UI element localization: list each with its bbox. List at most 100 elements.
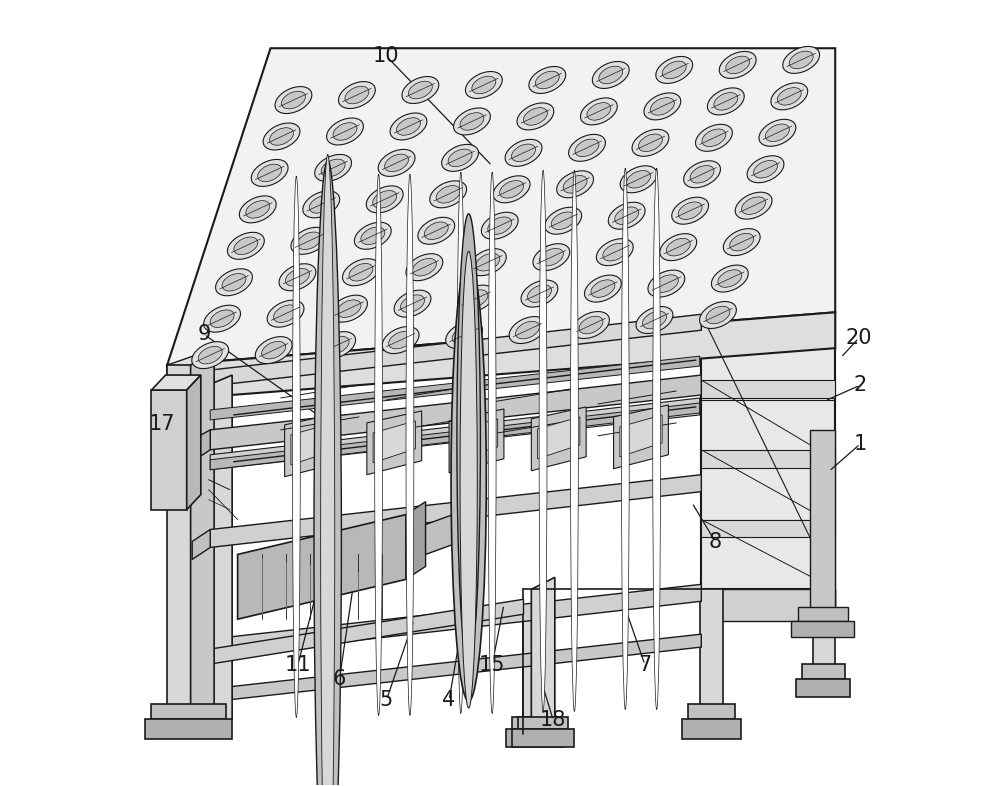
- Ellipse shape: [678, 202, 702, 219]
- Ellipse shape: [390, 113, 427, 140]
- Ellipse shape: [702, 129, 726, 146]
- Ellipse shape: [563, 175, 587, 193]
- Ellipse shape: [579, 316, 603, 334]
- Ellipse shape: [454, 108, 490, 135]
- Ellipse shape: [361, 227, 385, 244]
- Ellipse shape: [759, 119, 796, 146]
- Polygon shape: [210, 375, 701, 450]
- Text: 18: 18: [540, 711, 566, 730]
- Text: 17: 17: [148, 414, 175, 435]
- Ellipse shape: [696, 124, 732, 151]
- Polygon shape: [512, 717, 559, 729]
- Text: 11: 11: [285, 655, 311, 674]
- Ellipse shape: [262, 341, 286, 359]
- Polygon shape: [210, 584, 701, 657]
- Ellipse shape: [406, 174, 414, 715]
- Polygon shape: [701, 314, 835, 590]
- Text: 6: 6: [333, 669, 346, 689]
- Polygon shape: [796, 679, 850, 697]
- Polygon shape: [813, 590, 835, 679]
- Ellipse shape: [418, 217, 455, 244]
- Ellipse shape: [267, 300, 304, 327]
- Ellipse shape: [204, 305, 241, 332]
- Ellipse shape: [719, 51, 756, 79]
- Polygon shape: [209, 375, 232, 729]
- Polygon shape: [700, 590, 723, 719]
- Ellipse shape: [394, 290, 431, 317]
- Ellipse shape: [509, 317, 546, 343]
- Polygon shape: [701, 520, 835, 538]
- Polygon shape: [523, 609, 547, 729]
- Ellipse shape: [529, 67, 566, 94]
- Polygon shape: [701, 450, 835, 468]
- Ellipse shape: [539, 171, 547, 711]
- Polygon shape: [538, 417, 580, 459]
- Ellipse shape: [222, 274, 246, 291]
- Ellipse shape: [315, 154, 352, 182]
- Ellipse shape: [234, 237, 258, 255]
- Polygon shape: [167, 312, 835, 400]
- Ellipse shape: [754, 160, 777, 178]
- Ellipse shape: [591, 280, 615, 297]
- Ellipse shape: [656, 57, 693, 83]
- Ellipse shape: [303, 191, 340, 218]
- Polygon shape: [191, 350, 214, 719]
- Text: 8: 8: [709, 532, 722, 552]
- Ellipse shape: [239, 196, 276, 223]
- Ellipse shape: [580, 98, 617, 125]
- Ellipse shape: [258, 164, 282, 182]
- Polygon shape: [167, 350, 210, 385]
- Ellipse shape: [285, 269, 309, 286]
- Ellipse shape: [255, 336, 292, 364]
- Ellipse shape: [246, 200, 270, 219]
- Ellipse shape: [297, 232, 321, 250]
- Polygon shape: [210, 356, 700, 420]
- Ellipse shape: [210, 310, 234, 328]
- Ellipse shape: [653, 168, 661, 710]
- Ellipse shape: [505, 139, 542, 167]
- Ellipse shape: [711, 265, 748, 292]
- Ellipse shape: [460, 112, 484, 130]
- Ellipse shape: [389, 332, 413, 349]
- Polygon shape: [506, 729, 564, 747]
- Polygon shape: [701, 314, 835, 590]
- Ellipse shape: [700, 302, 736, 329]
- Ellipse shape: [281, 91, 305, 108]
- Polygon shape: [151, 390, 187, 509]
- Ellipse shape: [476, 253, 500, 271]
- Polygon shape: [455, 419, 498, 461]
- Ellipse shape: [644, 93, 681, 120]
- Ellipse shape: [460, 252, 477, 708]
- Ellipse shape: [783, 46, 820, 73]
- Ellipse shape: [401, 295, 424, 312]
- Ellipse shape: [354, 222, 391, 249]
- Ellipse shape: [327, 118, 363, 145]
- Ellipse shape: [627, 171, 651, 188]
- Ellipse shape: [684, 161, 720, 188]
- Ellipse shape: [666, 238, 690, 256]
- Ellipse shape: [608, 202, 645, 230]
- Ellipse shape: [325, 336, 349, 354]
- Ellipse shape: [270, 127, 294, 145]
- Polygon shape: [367, 411, 422, 475]
- Ellipse shape: [412, 259, 436, 276]
- Ellipse shape: [516, 321, 540, 339]
- Ellipse shape: [584, 275, 621, 302]
- Polygon shape: [167, 48, 835, 365]
- Ellipse shape: [375, 174, 383, 715]
- Ellipse shape: [331, 296, 367, 322]
- Ellipse shape: [216, 269, 252, 296]
- Ellipse shape: [569, 134, 605, 161]
- Ellipse shape: [342, 259, 379, 285]
- Ellipse shape: [742, 197, 766, 215]
- Ellipse shape: [660, 233, 697, 261]
- Polygon shape: [531, 407, 586, 471]
- Ellipse shape: [662, 61, 686, 79]
- Polygon shape: [373, 421, 415, 463]
- Polygon shape: [682, 719, 741, 739]
- Ellipse shape: [539, 248, 563, 266]
- Ellipse shape: [643, 311, 666, 329]
- Polygon shape: [449, 409, 504, 472]
- Ellipse shape: [488, 217, 512, 234]
- Ellipse shape: [430, 181, 467, 208]
